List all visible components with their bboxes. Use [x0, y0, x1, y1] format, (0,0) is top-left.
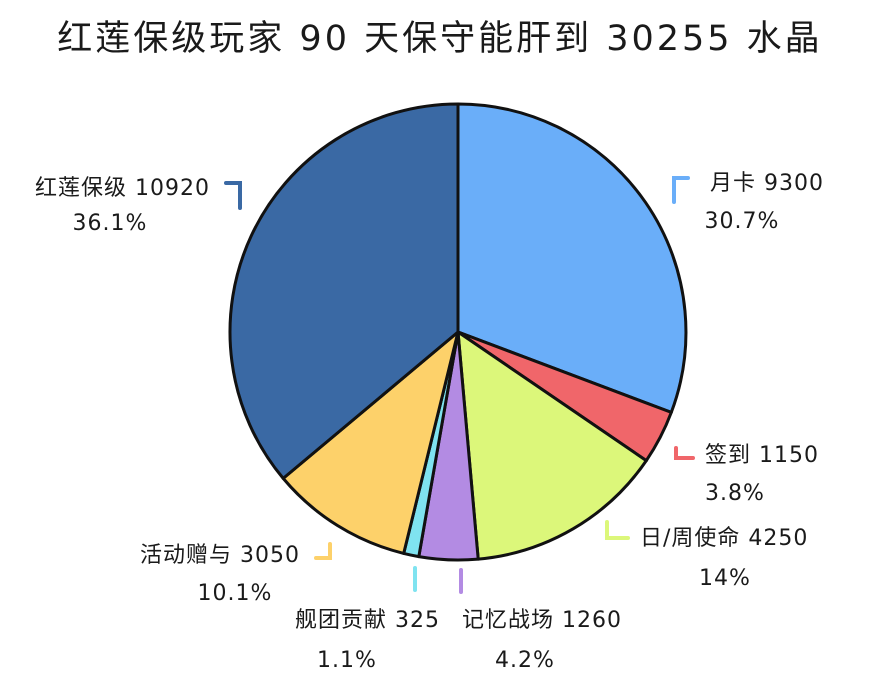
slice-label: 记忆战场 1260: [462, 608, 622, 633]
chart-title: 红莲保级玩家 90 天保守能肝到 30255 水晶: [57, 19, 823, 59]
label-tick: [605, 520, 630, 540]
label-tick: [314, 542, 332, 560]
slice-label: 活动赠与 3050: [140, 543, 300, 568]
slice-percent: 10.1%: [198, 581, 273, 606]
slice-percent: 14%: [699, 566, 751, 591]
pie-slice: [456, 330, 648, 561]
pie-labels: 月卡 9300 30.7% 签到 1150 3.8% 日/周使命 4250 14% 记忆战场…: [35, 171, 824, 673]
label-tick: [672, 176, 690, 204]
slice-percent: 1.1%: [317, 648, 377, 673]
slice-percent: 30.7%: [705, 209, 780, 234]
pie-slice: [456, 102, 688, 414]
label-tick: [674, 446, 695, 460]
slice-label: 舰团贡献 325: [295, 608, 440, 633]
pie-slice: [281, 330, 460, 555]
slice-label: 日/周使命 4250: [640, 526, 808, 551]
label-tick: [224, 181, 242, 210]
slice-label: 月卡 9300: [710, 171, 824, 196]
pie-slice: [228, 102, 460, 480]
slice-label: 红莲保级 10920: [35, 176, 210, 201]
slice-percent: 4.2%: [495, 648, 555, 673]
pie-slices: [228, 102, 688, 562]
slice-label: 签到 1150: [705, 443, 819, 468]
slice-percent: 36.1%: [73, 211, 148, 236]
slice-percent: 3.8%: [705, 481, 765, 506]
